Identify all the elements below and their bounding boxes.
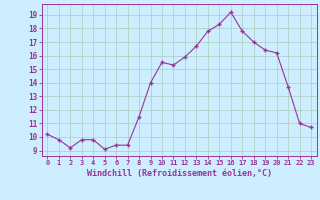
X-axis label: Windchill (Refroidissement éolien,°C): Windchill (Refroidissement éolien,°C) bbox=[87, 169, 272, 178]
